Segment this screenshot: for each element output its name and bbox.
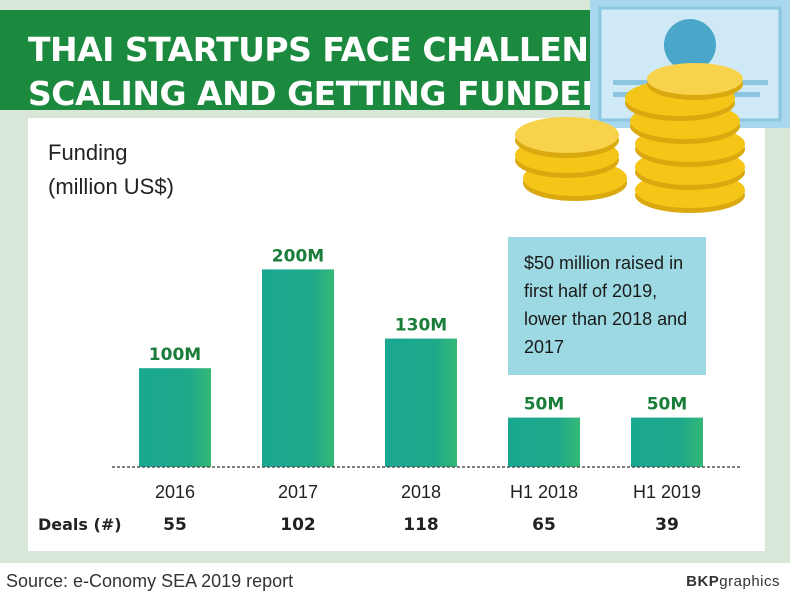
y-axis-label-line-1: Funding [48,140,128,165]
bar-2016 [139,368,211,467]
bar-value-label: 130M [395,316,447,336]
annotation-callout: $50 million raised in first half of 2019… [508,237,706,375]
bar-value-label: 200M [272,246,324,266]
title-line-1: THAI STARTUPS FACE CHALLENGES [28,30,661,69]
title-banner: THAI STARTUPS FACE CHALLENGES SCALING AN… [0,10,661,113]
coin-stack-left-icon [515,117,627,201]
deals-row-label: Deals (#) [38,515,122,534]
credit-brand: BKP [686,573,720,590]
bar-h1-2018 [508,417,580,467]
credit-rest: graphics [719,573,780,590]
x-tick-label: 2018 [401,482,441,502]
graphics-credit: BKPgraphics [686,573,780,590]
x-tick-label: 2017 [278,482,318,502]
bar-2017 [262,269,334,467]
bar-value-label: 100M [149,345,201,365]
y-axis-label: Funding (million US$) [48,136,174,204]
bar-h1-2019 [631,417,703,467]
x-tick-label: H1 2019 [633,482,701,502]
x-tick-label: 2016 [155,482,195,502]
coin-stack-right-icon [625,63,745,213]
bar-value-label: 50M [524,395,565,415]
bar-value-label: 50M [647,395,688,415]
chart-title: THAI STARTUPS FACE CHALLENGES SCALING AN… [28,28,661,116]
deals-count: 102 [280,515,316,535]
source-note: Source: e-Conomy SEA 2019 report [6,571,294,591]
x-tick-label: H1 2018 [510,482,578,502]
money-illustration [515,0,790,213]
deals-count: 55 [163,515,187,535]
bar-2018 [385,338,457,467]
deals-count: 118 [403,515,439,535]
deals-count: 65 [532,515,556,535]
deals-count: 39 [655,515,679,535]
title-line-2: SCALING AND GETTING FUNDED [28,74,609,113]
y-axis-label-line-2: (million US$) [48,174,174,199]
